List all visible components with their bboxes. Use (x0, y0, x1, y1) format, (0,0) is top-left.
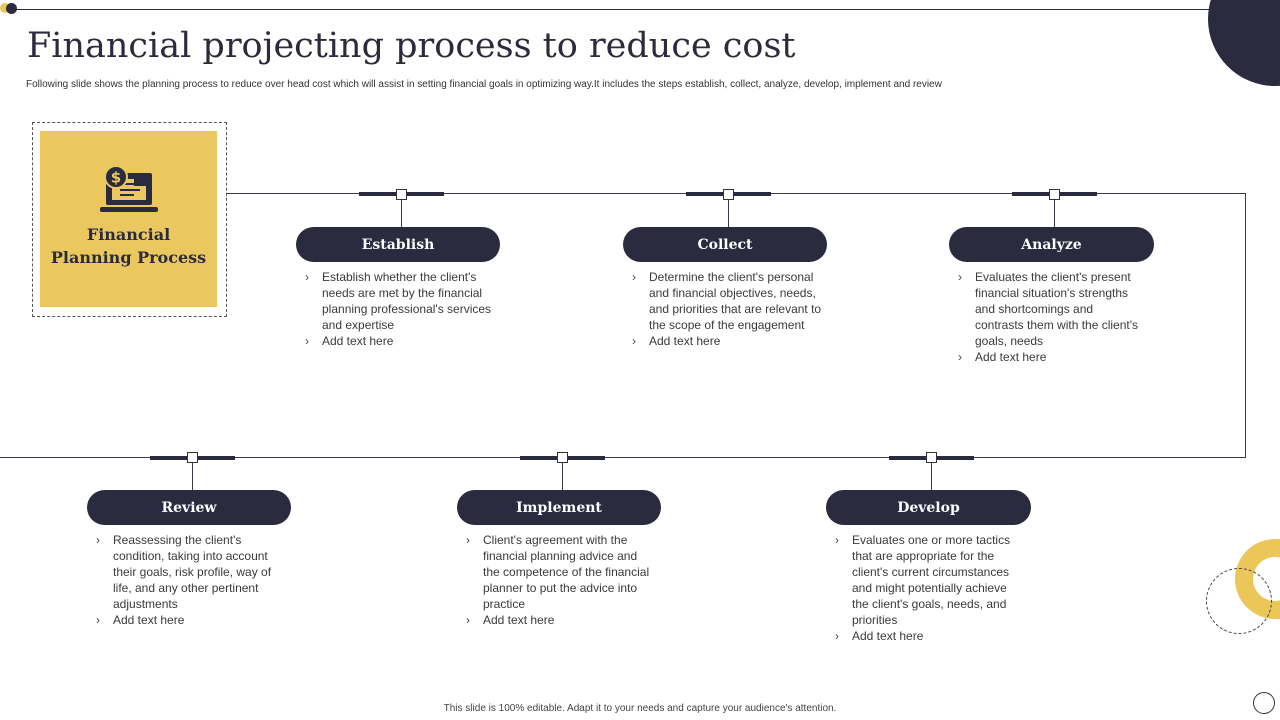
small-outline-circle (1253, 692, 1275, 714)
step-stem-implement (562, 462, 563, 490)
center-label: Financial Planning Process (40, 223, 217, 269)
step-desc-develop: Evaluates one or more tactics that are a… (834, 532, 1014, 644)
step-stem-establish (401, 198, 402, 227)
center-label-line2: Planning Process (50, 248, 207, 267)
list-item: Add text here (631, 333, 823, 349)
step-node-establish (396, 189, 407, 200)
step-desc-review: Reassessing the client's condition, taki… (95, 532, 283, 628)
slide-subtitle: Following slide shows the planning proce… (26, 79, 942, 90)
svg-text:$: $ (111, 169, 121, 187)
step-node-develop (926, 452, 937, 463)
step-pill-implement: Implement (457, 490, 661, 525)
list-item: Evaluates one or more tactics that are a… (834, 532, 1014, 628)
step-node-collect (723, 189, 734, 200)
step-pill-establish: Establish (296, 227, 500, 262)
step-desc-establish: Establish whether the client's needs are… (304, 269, 496, 349)
step-node-analyze (1049, 189, 1060, 200)
bottom-connector-line (0, 457, 1246, 458)
step-desc-implement: Client's agreement with the financial pl… (465, 532, 651, 628)
step-node-review (187, 452, 198, 463)
yellow-dot (0, 3, 10, 13)
step-pill-develop: Develop (826, 490, 1031, 525)
top-rule (12, 9, 1242, 10)
list-item: Establish whether the client's needs are… (304, 269, 496, 333)
dashed-ring (1206, 568, 1272, 634)
step-stem-analyze (1054, 198, 1055, 227)
list-item: Add text here (834, 628, 1014, 644)
step-desc-collect: Determine the client's personal and fina… (631, 269, 823, 349)
dark-dot (6, 3, 17, 14)
step-desc-analyze: Evaluates the client's present financial… (957, 269, 1145, 365)
list-item: Client's agreement with the financial pl… (465, 532, 651, 612)
step-pill-collect: Collect (623, 227, 827, 262)
center-dashed-frame (32, 122, 227, 317)
step-stem-review (192, 462, 193, 490)
step-stem-develop (931, 462, 932, 490)
slide-title: Financial projecting process to reduce c… (27, 26, 796, 66)
list-item: Add text here (95, 612, 283, 628)
step-pill-analyze: Analyze (949, 227, 1154, 262)
footer-note: This slide is 100% editable. Adapt it to… (443, 703, 837, 714)
list-item: Evaluates the client's present financial… (957, 269, 1145, 349)
list-item: Add text here (465, 612, 651, 628)
right-connector-line (1245, 193, 1246, 458)
step-node-implement (557, 452, 568, 463)
corner-circle (1208, 0, 1280, 86)
step-stem-collect (728, 198, 729, 227)
list-item: Determine the client's personal and fina… (631, 269, 823, 333)
laptop-dollar-icon: $ (100, 165, 158, 212)
list-item: Add text here (957, 349, 1145, 365)
center-label-line1: Financial (86, 225, 171, 244)
list-item: Add text here (304, 333, 496, 349)
center-box (40, 131, 217, 307)
step-pill-review: Review (87, 490, 291, 525)
list-item: Reassessing the client's condition, taki… (95, 532, 283, 612)
